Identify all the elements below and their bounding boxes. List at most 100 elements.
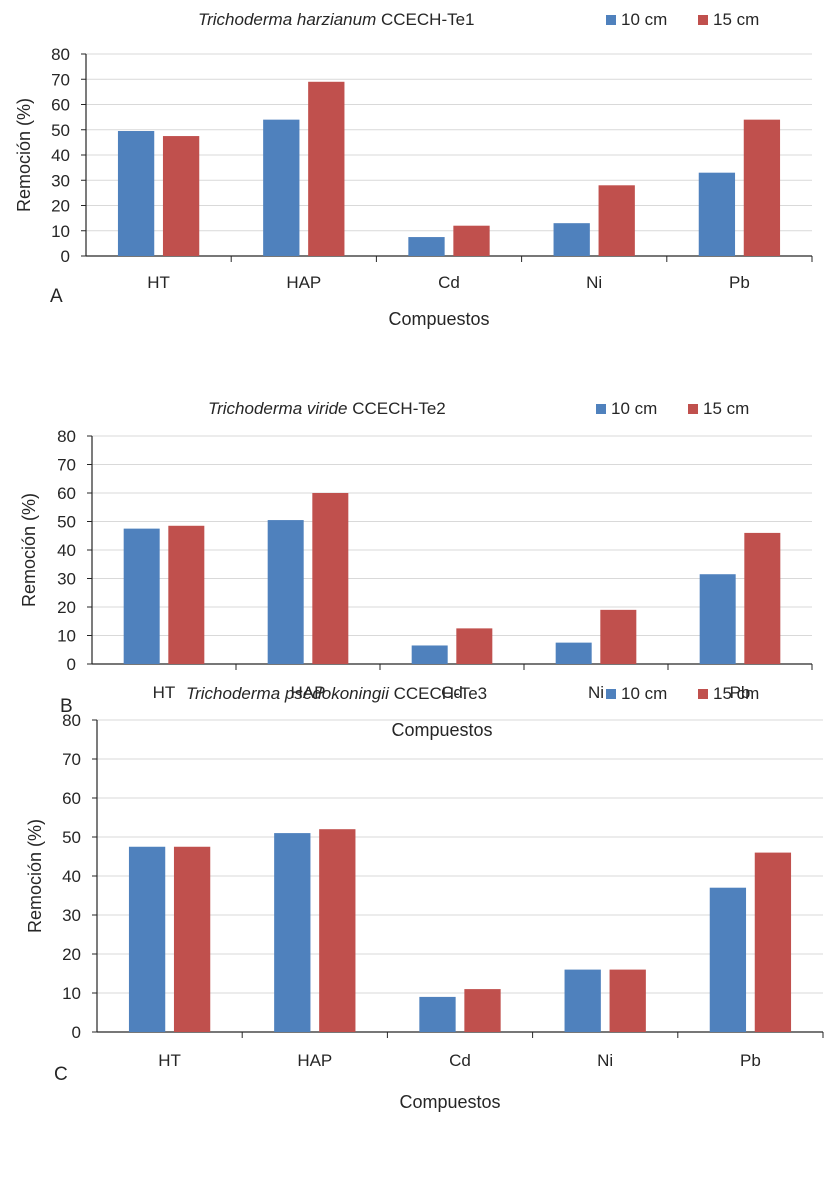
- bar-hap-10cm: [267, 520, 304, 664]
- bar-cd-10cm: [408, 237, 445, 256]
- bar-ni-15cm: [600, 609, 637, 664]
- x-axis-label: Compuestos: [388, 309, 489, 329]
- bar-ht-10cm: [117, 131, 155, 256]
- y-axis-label: Remoción (%): [14, 98, 34, 212]
- bar-ni-15cm: [598, 185, 635, 256]
- x-tick-label: Pb: [729, 273, 750, 292]
- y-tick-label: 0: [61, 247, 70, 266]
- bar-pb-15cm: [743, 119, 781, 257]
- panel-letter: C: [54, 1064, 68, 1085]
- legend-label: 10 cm: [621, 10, 667, 29]
- bar-pb-10cm: [698, 172, 736, 256]
- x-tick-label: HT: [147, 273, 170, 292]
- legend-swatch-10cm: [606, 15, 616, 25]
- y-tick-label: 50: [51, 121, 70, 140]
- x-tick-label: HT: [158, 1051, 181, 1070]
- x-tick-label: Ni: [597, 1051, 613, 1070]
- y-axis-label: Remoción (%): [25, 819, 45, 933]
- bar-ni-10cm: [553, 223, 590, 256]
- y-tick-label: 60: [57, 484, 76, 503]
- bar-ht-15cm: [162, 136, 200, 256]
- chart-title-strain: CCECH-Te3: [394, 684, 488, 703]
- bar-ni-10cm: [555, 642, 592, 664]
- bar-hap-15cm: [312, 493, 349, 664]
- y-tick-label: 10: [57, 627, 76, 646]
- y-tick-label: 10: [62, 984, 81, 1003]
- chart-title-strain: CCECH-Te1: [381, 10, 475, 29]
- y-tick-label: 0: [67, 655, 76, 674]
- x-tick-label: HAP: [291, 683, 326, 702]
- x-tick-label: Ni: [588, 683, 604, 702]
- bar-cd-10cm: [419, 996, 456, 1032]
- y-tick-label: 60: [62, 789, 81, 808]
- y-tick-label: 80: [51, 45, 70, 64]
- y-tick-label: 20: [62, 945, 81, 964]
- y-tick-label: 70: [62, 750, 81, 769]
- bar-pb-15cm: [754, 852, 792, 1032]
- chart-title-species: Trichoderma viride: [208, 399, 348, 418]
- legend-label: 15 cm: [713, 10, 759, 29]
- bar-hap-10cm: [274, 833, 311, 1032]
- legend-label: 10 cm: [611, 399, 657, 418]
- y-tick-label: 70: [57, 456, 76, 475]
- x-tick-label: Pb: [740, 1051, 761, 1070]
- x-axis-label: Compuestos: [399, 1092, 500, 1112]
- bar-ht-10cm: [128, 846, 166, 1032]
- y-tick-label: 0: [72, 1023, 81, 1042]
- y-tick-label: 50: [57, 513, 76, 532]
- y-tick-label: 80: [57, 427, 76, 446]
- x-tick-label: Cd: [438, 273, 460, 292]
- bar-cd-15cm: [464, 989, 501, 1032]
- y-tick-label: 30: [57, 570, 76, 589]
- bar-cd-15cm: [456, 628, 493, 664]
- y-tick-label: 40: [62, 867, 81, 886]
- chart-panel-a: 0 10 20 30 40 50 60 70 80 HT HAP Cd Ni Pb Trichoderma …: [14, 10, 813, 329]
- x-axis-label: Compuestos: [391, 720, 492, 740]
- x-tick-label: HT: [153, 683, 176, 702]
- y-tick-label: 20: [57, 598, 76, 617]
- chart-title-species: Trichoderma psedokoningii: [186, 684, 390, 703]
- chart-title-species: Trichoderma harzianum: [198, 10, 376, 29]
- x-tick-label: HAP: [286, 273, 321, 292]
- bar-hap-15cm: [308, 81, 345, 257]
- panel-letter: B: [60, 696, 73, 717]
- legend-swatch-10cm: [606, 689, 616, 699]
- y-tick-label: 20: [51, 197, 70, 216]
- x-tick-label: Cd: [441, 683, 463, 702]
- bar-pb-15cm: [744, 532, 781, 664]
- bar-ht-15cm: [168, 525, 205, 664]
- legend-label: 15 cm: [713, 684, 759, 703]
- y-tick-label: 40: [51, 146, 70, 165]
- x-tick-label: Cd: [449, 1051, 471, 1070]
- legend-swatch-15cm: [688, 404, 698, 414]
- legend-label: 10 cm: [621, 684, 667, 703]
- legend-swatch-15cm: [698, 15, 708, 25]
- bar-ni-15cm: [609, 969, 646, 1032]
- y-tick-label: 40: [57, 541, 76, 560]
- y-tick-label: 70: [51, 70, 70, 89]
- x-tick-label: HAP: [297, 1051, 332, 1070]
- y-tick-label: 60: [51, 96, 70, 115]
- y-tick-label: 30: [62, 906, 81, 925]
- x-tick-label: Pb: [730, 683, 751, 702]
- bar-ht-10cm: [123, 528, 160, 664]
- chart-title: Trichoderma harzianum CCECH-Te1: [198, 10, 475, 29]
- y-axis-label: Remoción (%): [19, 493, 39, 607]
- chart-title: Trichoderma psedokoningii CCECH-Te3: [186, 684, 487, 703]
- legend-swatch-15cm: [698, 689, 708, 699]
- bar-cd-10cm: [411, 645, 448, 664]
- bar-hap-10cm: [263, 119, 300, 257]
- bar-hap-15cm: [319, 829, 356, 1032]
- chart-panel-c: 0 10 20 30 40 50 60 70 80 HT HAP Cd Ni Pb Trichoderma …: [25, 684, 824, 1112]
- x-tick-label: Ni: [586, 273, 602, 292]
- bar-pb-10cm: [709, 887, 747, 1032]
- bar-ht-15cm: [173, 846, 211, 1032]
- legend-label: 15 cm: [703, 399, 749, 418]
- y-tick-label: 80: [62, 711, 81, 730]
- panel-letter: A: [50, 286, 63, 307]
- bar-cd-15cm: [453, 225, 490, 256]
- legend-swatch-10cm: [596, 404, 606, 414]
- chart-panel-b: 0 10 20 30 40 50 60 70 80 HT HAP Cd Ni Pb Trichoderma …: [19, 399, 813, 740]
- y-tick-label: 10: [51, 222, 70, 241]
